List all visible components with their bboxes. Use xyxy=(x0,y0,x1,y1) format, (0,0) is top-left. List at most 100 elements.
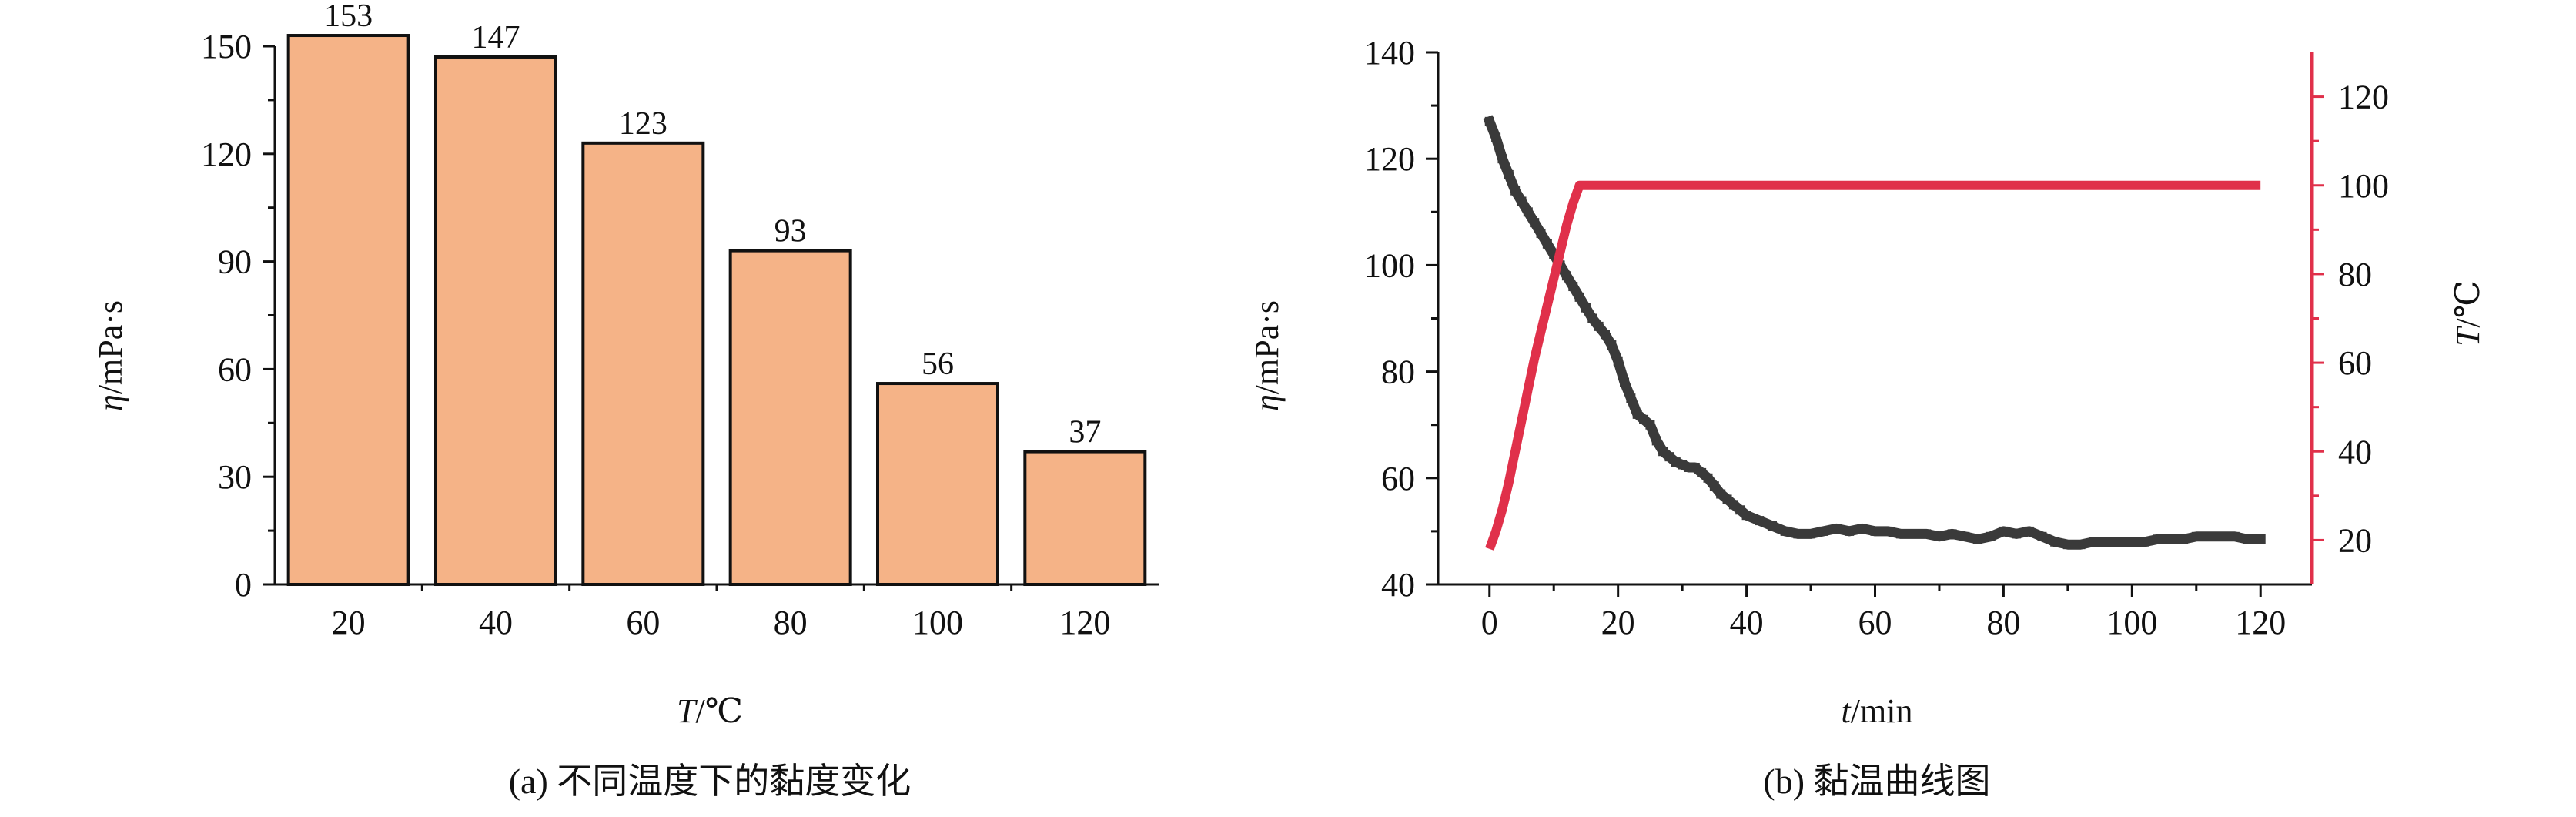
chart-b-viscosity-point xyxy=(1536,228,1546,238)
chart-b-viscosity-point xyxy=(1709,481,1719,491)
chart-a-bars xyxy=(286,34,1147,587)
chart-b-viscosity-point xyxy=(1620,377,1630,387)
chart-a-y-tick-label: 90 xyxy=(218,243,252,281)
chart-a-y-tick-label: 30 xyxy=(218,458,252,496)
chart-b-viscosity-point xyxy=(1523,207,1533,217)
chart-b-x-tick-label: 60 xyxy=(1858,604,1892,641)
chart-a-bar xyxy=(876,382,999,586)
chart-b-viscosity-point xyxy=(2166,534,2176,544)
chart-b-viscosity-point xyxy=(1960,531,1970,541)
chart-b-viscosity-point xyxy=(2243,534,2253,544)
chart-b-viscosity-point xyxy=(1574,292,1584,302)
chart-b-viscosity-point xyxy=(1645,420,1655,430)
chart-a-data-labels: 153 147 123 93 56 37 xyxy=(324,0,1101,450)
chart-b-y2-tick-label: 80 xyxy=(2338,256,2372,293)
chart-b-y2-tick-label: 40 xyxy=(2338,433,2372,470)
chart-a-axes xyxy=(263,45,1159,591)
chart-b-viscosity-point xyxy=(2062,540,2073,550)
chart-b-viscosity-point xyxy=(1973,534,1983,544)
chart-b-viscosity-point xyxy=(2179,534,2189,544)
chart-b-temperature-line xyxy=(1485,180,2261,551)
chart-b-viscosity-point xyxy=(1947,529,1957,539)
chart-b: 40 60 80 100 120 140 20 40 60 80 100 120 0 20 40 60 80 10… xyxy=(1248,34,2487,801)
chart-b-y-tick-label: 120 xyxy=(1364,140,1415,178)
chart-a-x-tick-label: 20 xyxy=(332,604,366,641)
chart-b-viscosity-point xyxy=(1832,524,1842,534)
chart-b-viscosity-point xyxy=(1895,529,1905,539)
chart-b-viscosity-point xyxy=(1703,473,1713,483)
chart-a-x-axis-title: T/℃ xyxy=(677,692,743,730)
chart-a-data-label: 153 xyxy=(324,0,373,34)
chart-b-x-tick-label: 80 xyxy=(1986,604,2020,641)
chart-b-viscosity-point xyxy=(1870,526,1880,536)
chart-a-tick-labels: 0 30 60 90 120 150 20 40 60 80 100 120 xyxy=(201,28,1110,641)
chart-b-viscosity-point xyxy=(2024,526,2034,536)
chart-a-bar xyxy=(728,249,852,586)
chart-b-viscosity-point xyxy=(1510,186,1521,196)
chart-b-viscosity-point xyxy=(2037,531,2047,541)
chart-b-y2-tick-label: 100 xyxy=(2338,167,2389,205)
chart-a-y-axis-title: η/mPa·s xyxy=(92,300,129,411)
chart-b-y-tick-label: 100 xyxy=(1364,246,1415,284)
chart-b-viscosity-point xyxy=(2191,531,2201,541)
chart-b-viscosity-point xyxy=(1909,529,1919,539)
chart-b-y-tick-label: 140 xyxy=(1364,34,1415,72)
chart-b-viscosity-point xyxy=(1767,521,1777,531)
chart-b-viscosity-point xyxy=(2230,531,2240,541)
chart-a-x-tick-label: 100 xyxy=(912,604,963,641)
chart-b-viscosity-point xyxy=(1999,526,2009,536)
chart-b-y2-tick-label: 60 xyxy=(2338,344,2372,382)
chart-b-y-tick-label: 40 xyxy=(1381,566,1415,604)
chart-b-viscosity-point xyxy=(1845,526,1855,536)
chart-b-x-tick-label: 100 xyxy=(2106,604,2157,641)
chart-b-y2-axis-title: T/℃ xyxy=(2449,280,2487,347)
chart-b-x-tick-label: 20 xyxy=(1601,604,1635,641)
chart-b-viscosity-point xyxy=(2256,534,2266,544)
chart-b-viscosity-point xyxy=(2153,534,2163,544)
chart-b-viscosity-point xyxy=(2050,537,2060,547)
chart-b-viscosity-point xyxy=(1561,271,1571,281)
chart-a-bar xyxy=(434,55,557,587)
chart-b-viscosity-point xyxy=(1922,529,1932,539)
chart-b-viscosity-point xyxy=(1857,524,1867,534)
chart-b-y-tick-label: 80 xyxy=(1381,353,1415,391)
chart-a-data-label: 56 xyxy=(922,347,954,382)
chart-b-x-tick-label: 120 xyxy=(2235,604,2286,641)
chart-b-viscosity-point xyxy=(1793,529,1803,539)
chart-b-viscosity-point xyxy=(1613,356,1623,366)
chart-a-caption: (a) 不同温度下的黏度变化 xyxy=(509,762,912,801)
chart-b-viscosity-point xyxy=(1581,303,1591,313)
chart-b-viscosity-point xyxy=(1530,218,1540,228)
chart-a-y-tick-label: 150 xyxy=(201,28,252,65)
chart-a-data-label: 123 xyxy=(619,106,667,142)
chart-b-viscosity-point xyxy=(1883,526,1893,536)
chart-b-x-tick-label: 40 xyxy=(1730,604,1764,641)
chart-b-viscosity-point xyxy=(2114,537,2124,547)
chart-a-bar xyxy=(581,141,705,586)
chart-b-viscosity-point xyxy=(1497,154,1507,164)
chart-b-viscosity-point xyxy=(1542,239,1552,249)
chart-b-viscosity-point xyxy=(2217,531,2227,541)
chart-a: 153 147 123 93 56 37 0 30 60 90 120 150 20 40 60 80 100… xyxy=(92,0,1159,801)
chart-b-viscosity-point xyxy=(2076,540,2086,550)
chart-b-series xyxy=(1483,115,2266,551)
chart-b-viscosity-point xyxy=(1986,531,1996,541)
chart-a-y-tick-label: 60 xyxy=(218,350,252,388)
chart-b-caption: (b) 黏温曲线图 xyxy=(1763,762,1990,801)
chart-b-viscosity-point xyxy=(2101,537,2111,547)
chart-b-y2-tick-label: 120 xyxy=(2338,79,2389,116)
chart-b-viscosity-point xyxy=(1517,196,1527,206)
chart-a-data-label: 147 xyxy=(472,20,520,55)
chart-b-viscosity-point xyxy=(1626,393,1636,403)
chart-a-x-tick-label: 80 xyxy=(774,604,808,641)
chart-b-viscosity-point xyxy=(2089,537,2099,547)
chart-b-y2-tick-label: 20 xyxy=(2338,521,2372,559)
chart-b-viscosity-point xyxy=(2127,537,2137,547)
chart-b-viscosity-point xyxy=(1587,313,1597,323)
chart-b-viscosity-point xyxy=(1934,531,1944,541)
chart-b-viscosity-point xyxy=(1607,340,1617,350)
chart-a-x-tick-label: 60 xyxy=(626,604,660,641)
chart-b-viscosity-point xyxy=(1484,116,1494,126)
chart-a-y-tick-label: 0 xyxy=(235,566,252,604)
